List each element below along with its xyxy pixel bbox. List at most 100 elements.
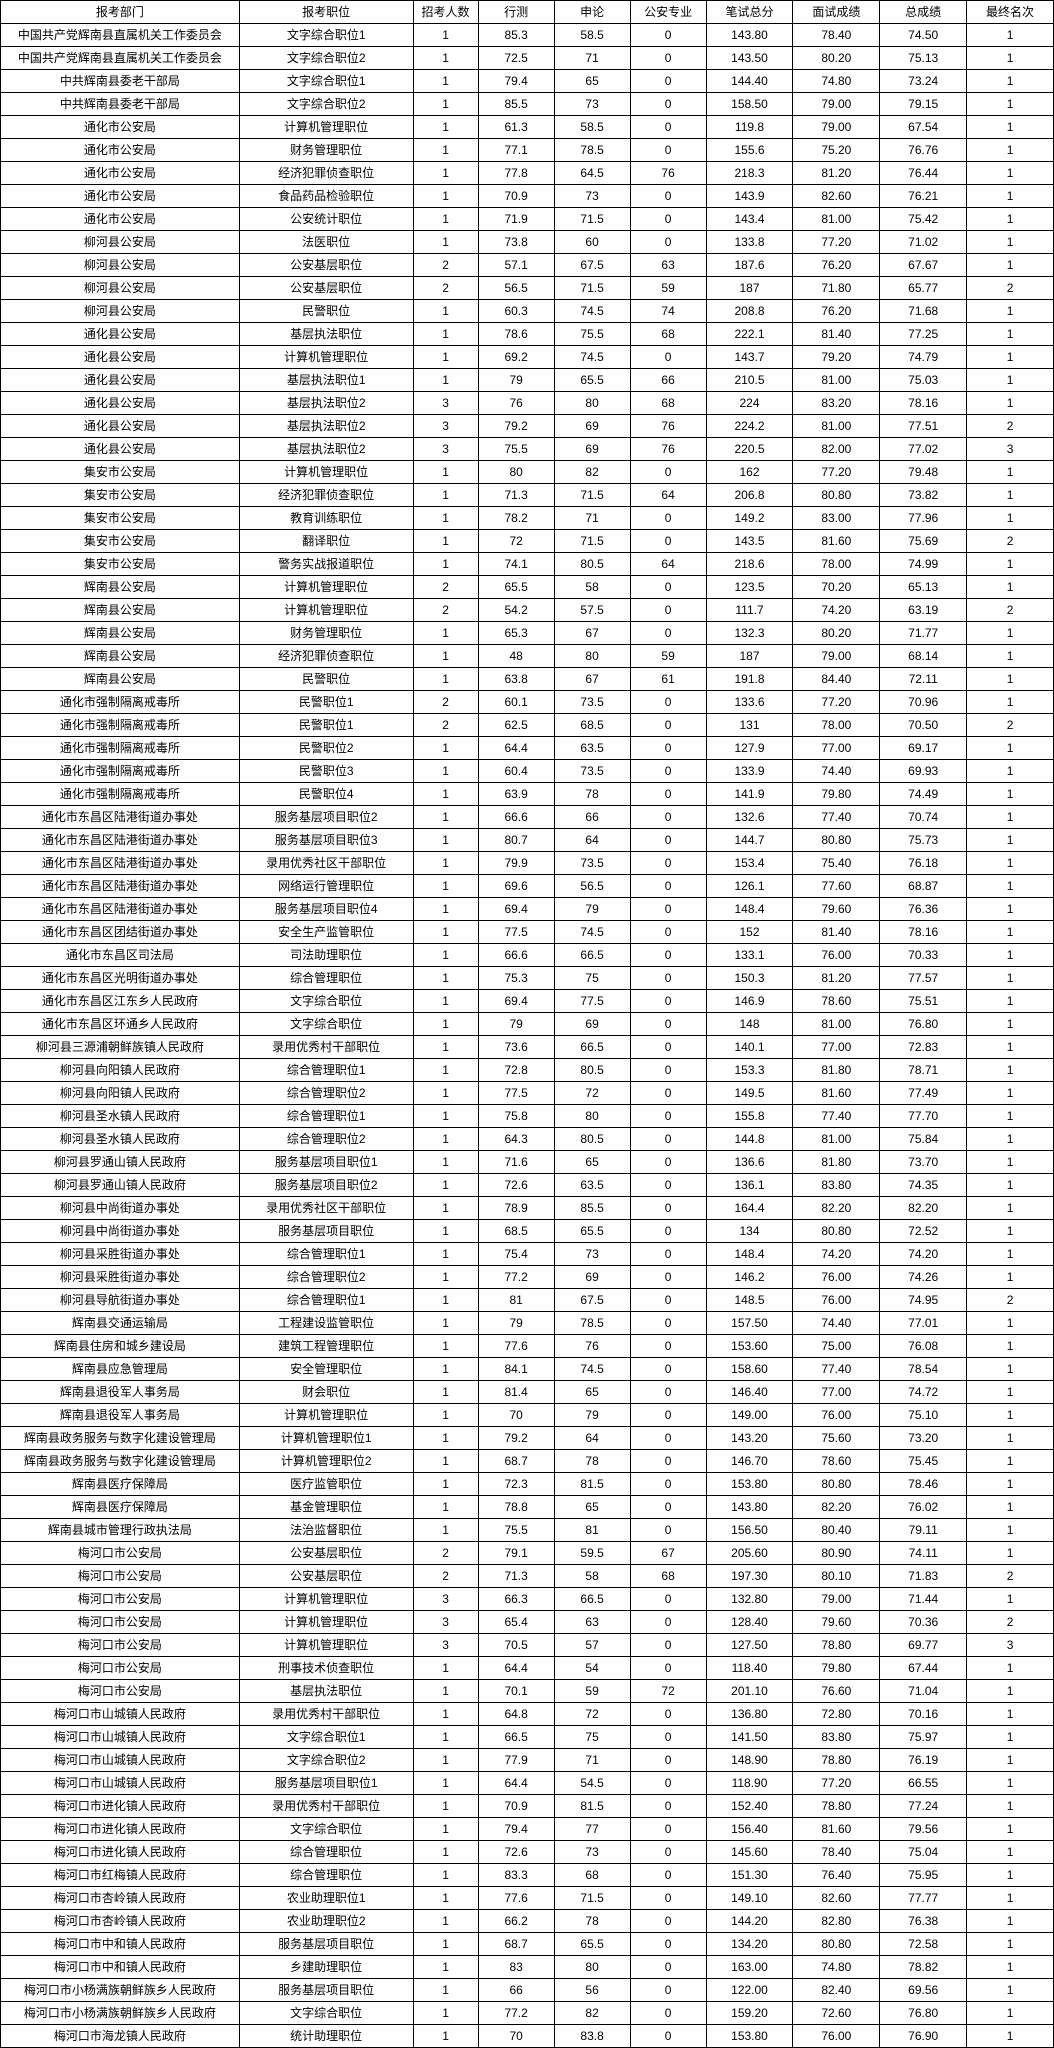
- col-header-4: 申论: [554, 1, 630, 24]
- cell: 149.5: [706, 1082, 793, 1105]
- cell: 77.5: [478, 921, 554, 944]
- cell: 85.5: [478, 93, 554, 116]
- cell: 71.5: [554, 1887, 630, 1910]
- table-row: 柳河县向阳镇人民政府综合管理职位1172.880.50153.381.8078.…: [1, 1059, 1054, 1082]
- cell: 工程建设监管职位: [239, 1312, 413, 1335]
- cell: 76.76: [880, 139, 967, 162]
- cell: 1: [413, 944, 478, 967]
- cell: 157.50: [706, 1312, 793, 1335]
- cell: 70.96: [880, 691, 967, 714]
- cell: 文字综合职位1: [239, 70, 413, 93]
- cell: 57.1: [478, 254, 554, 277]
- cell: 食品药品检验职位: [239, 185, 413, 208]
- cell: 1: [967, 507, 1054, 530]
- cell: 1: [413, 116, 478, 139]
- cell: 187.6: [706, 254, 793, 277]
- cell: 158.50: [706, 93, 793, 116]
- cell: 1: [967, 737, 1054, 760]
- cell: 服务基层项目职位2: [239, 1174, 413, 1197]
- table-row: 辉南县政务服务与数字化建设管理局计算机管理职位1179.2640143.2075…: [1, 1427, 1054, 1450]
- table-row: 通化市东昌区江东乡人民政府文字综合职位169.477.50146.978.607…: [1, 990, 1054, 1013]
- cell: 0: [630, 737, 706, 760]
- cell: 综合管理职位: [239, 1841, 413, 1864]
- cell: 0: [630, 1818, 706, 1841]
- cell: 辉南县住房和城乡建设局: [1, 1335, 240, 1358]
- cell: 民警职位1: [239, 714, 413, 737]
- table-row: 集安市公安局计算机管理职位18082016277.2079.481: [1, 461, 1054, 484]
- cell: 65: [554, 1496, 630, 1519]
- cell: 73: [554, 1243, 630, 1266]
- cell: 81.80: [793, 1059, 880, 1082]
- cell: 1: [413, 1266, 478, 1289]
- cell: 1: [967, 1404, 1054, 1427]
- cell: 通化市东昌区陆港街道办事处: [1, 875, 240, 898]
- cell: 77.01: [880, 1312, 967, 1335]
- cell: 57.5: [554, 599, 630, 622]
- cell: 82.20: [793, 1197, 880, 1220]
- table-row: 梅河口市公安局刑事技术侦查职位164.4540118.4079.8067.441: [1, 1657, 1054, 1680]
- cell: 1: [967, 691, 1054, 714]
- cell: 1: [413, 507, 478, 530]
- cell: 79.15: [880, 93, 967, 116]
- cell: 1: [967, 1105, 1054, 1128]
- table-row: 通化市东昌区陆港街道办事处录用优秀社区干部职位179.973.50153.475…: [1, 852, 1054, 875]
- cell: 0: [630, 70, 706, 93]
- cell: 66: [630, 369, 706, 392]
- cell: 0: [630, 1519, 706, 1542]
- cell: 218.6: [706, 553, 793, 576]
- cell: 0: [630, 1312, 706, 1335]
- cell: 1: [413, 622, 478, 645]
- cell: 1: [967, 1197, 1054, 1220]
- cell: 1: [967, 93, 1054, 116]
- cell: 70.9: [478, 185, 554, 208]
- cell: 145.60: [706, 1841, 793, 1864]
- cell: 140.1: [706, 1036, 793, 1059]
- cell: 73.82: [880, 484, 967, 507]
- cell: 122.00: [706, 1979, 793, 2002]
- cell: 79.80: [793, 1657, 880, 1680]
- cell: 71.5: [554, 208, 630, 231]
- cell: 65: [554, 1381, 630, 1404]
- cell: 公安基层职位: [239, 1542, 413, 1565]
- cell: 75.00: [793, 1335, 880, 1358]
- cell: 76.38: [880, 1910, 967, 1933]
- cell: 79.4: [478, 1818, 554, 1841]
- cell: 通化县公安局: [1, 369, 240, 392]
- cell: 1: [413, 1220, 478, 1243]
- table-row: 柳河县罗通山镇人民政府服务基层项目职位2172.663.50136.183.80…: [1, 1174, 1054, 1197]
- cell: 辉南县退役军人事务局: [1, 1381, 240, 1404]
- cell: 1: [413, 185, 478, 208]
- table-row: 柳河县公安局民警职位160.374.574208.876.2071.681: [1, 300, 1054, 323]
- cell: 75.95: [880, 1864, 967, 1887]
- cell: 63.5: [554, 1174, 630, 1197]
- cell: 78.54: [880, 1358, 967, 1381]
- cell: 集安市公安局: [1, 507, 240, 530]
- cell: 1: [967, 346, 1054, 369]
- cell: 81.80: [793, 1151, 880, 1174]
- cell: 0: [630, 530, 706, 553]
- cell: 69: [554, 438, 630, 461]
- cell: 2: [413, 1565, 478, 1588]
- cell: 69.77: [880, 1634, 967, 1657]
- cell: 81.00: [793, 415, 880, 438]
- cell: 63.8: [478, 668, 554, 691]
- cell: 辉南县交通运输局: [1, 1312, 240, 1335]
- cell: 通化市公安局: [1, 185, 240, 208]
- cell: 通化市公安局: [1, 116, 240, 139]
- table-body: 中国共产党辉南县直属机关工作委员会文字综合职位1185.358.50143.80…: [1, 24, 1054, 2048]
- cell: 民警职位: [239, 300, 413, 323]
- cell: 206.8: [706, 484, 793, 507]
- cell: 77.6: [478, 1887, 554, 1910]
- cell: 通化市公安局: [1, 162, 240, 185]
- cell: 0: [630, 1358, 706, 1381]
- cell: 73.20: [880, 1427, 967, 1450]
- cell: 76.00: [793, 1404, 880, 1427]
- cell: 155.8: [706, 1105, 793, 1128]
- cell: 75.45: [880, 1450, 967, 1473]
- cell: 1: [967, 990, 1054, 1013]
- cell: 58: [554, 1565, 630, 1588]
- cell: 71.80: [793, 277, 880, 300]
- cell: 65.5: [554, 369, 630, 392]
- cell: 柳河县三源浦朝鲜族镇人民政府: [1, 1036, 240, 1059]
- cell: 柳河县罗通山镇人民政府: [1, 1151, 240, 1174]
